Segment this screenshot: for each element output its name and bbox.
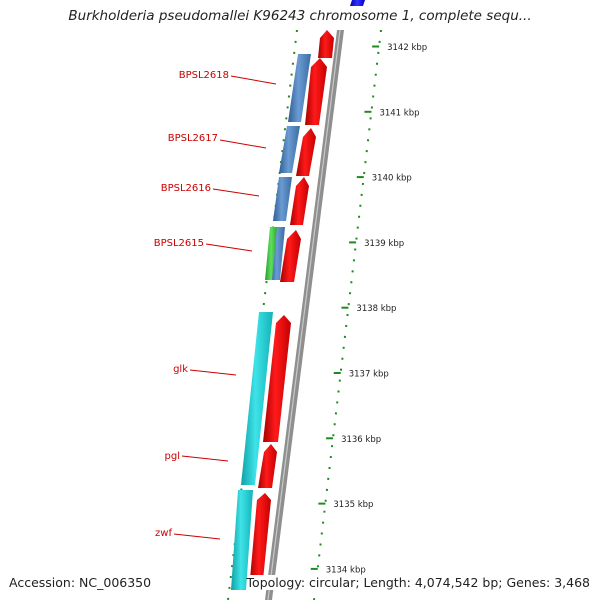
genome-summary: Topology: circular; Length: 4,074,542 bp…	[246, 575, 590, 590]
scale-tick-label: 3134 kbp	[326, 565, 366, 575]
accession-label: Accession:	[9, 575, 76, 590]
gene-label-zwf[interactable]: zwf	[155, 528, 172, 539]
accession-value: NC_006350	[79, 575, 152, 590]
scale-tick-label: 3136 kbp	[341, 435, 381, 445]
leader-line	[205, 243, 253, 252]
cds-forward-zwf[interactable]	[249, 493, 271, 590]
map-title: Burkholderia pseudomallei K96243 chromos…	[68, 8, 532, 24]
gene-label-pgl[interactable]: pgl	[165, 451, 180, 462]
gene-labels: BPSL2618 BPSL2617 BPSL2616 BPSL2615 glk …	[154, 70, 277, 540]
genes-label: Genes:	[506, 575, 551, 590]
cds-forward-bpsl2618[interactable]	[305, 58, 327, 125]
gene-label-bpsl2615[interactable]: BPSL2615	[154, 238, 204, 249]
scale-tick-label: 3140 kbp	[372, 174, 412, 184]
leader-line	[181, 455, 229, 462]
scale-tick-label: 3138 kbp	[356, 304, 396, 314]
separator: ;	[355, 575, 360, 590]
cds-reverse-bpsl2615-green[interactable]	[265, 227, 277, 280]
separator: ;	[498, 575, 503, 590]
cds-forward-bpsl2616[interactable]	[290, 177, 309, 225]
cds-forward-glk[interactable]	[263, 315, 291, 442]
cds-reverse-glk[interactable]	[241, 312, 273, 485]
cds-forward-top[interactable]	[318, 30, 334, 58]
scale-tick-label: 3137 kbp	[349, 370, 389, 380]
length-label: Length:	[363, 575, 411, 590]
leader-line	[219, 139, 267, 149]
leader-line	[173, 533, 221, 540]
scale-track-outer	[313, 29, 382, 600]
scale-tick-label: 3135 kbp	[333, 500, 373, 510]
cds-reverse-top[interactable]	[350, 0, 365, 6]
leader-line	[212, 188, 260, 197]
gene-label-bpsl2616[interactable]: BPSL2616	[161, 183, 211, 194]
leader-line	[189, 369, 237, 376]
topology-value: circular	[309, 575, 356, 590]
gene-label-glk[interactable]: glk	[173, 364, 188, 375]
gene-label-bpsl2617[interactable]: BPSL2617	[168, 133, 218, 144]
genes-value: 3,468	[554, 575, 590, 590]
cds-forward-bpsl2617[interactable]	[296, 128, 316, 176]
scale-tick-label: 3141 kbp	[379, 108, 419, 118]
cds-reverse-bpsl2618[interactable]	[288, 54, 311, 122]
length-value: 4,074,542 bp	[414, 575, 499, 590]
accession-info: Accession: NC_006350	[9, 575, 152, 590]
cds-forward-pgl[interactable]	[258, 444, 277, 488]
scale-tick-label: 3139 kbp	[364, 239, 404, 249]
leader-line	[230, 75, 277, 85]
topology-label: Topology:	[246, 575, 306, 590]
cds-forward-bpsl2615[interactable]	[280, 230, 301, 282]
cds-reverse-bpsl2616[interactable]	[273, 177, 292, 221]
scale-tick-label: 3142 kbp	[387, 43, 427, 53]
backbone-highlight	[267, 29, 341, 600]
cds-reverse-bpsl2617[interactable]	[279, 126, 300, 173]
gene-label-bpsl2618[interactable]: BPSL2618	[179, 70, 229, 81]
scale-ticks: 3142 kbp 3141 kbp 3140 kbp 3139 kbp 3138 kbp…	[310, 43, 427, 575]
cds-reverse-zwf[interactable]	[231, 490, 253, 590]
